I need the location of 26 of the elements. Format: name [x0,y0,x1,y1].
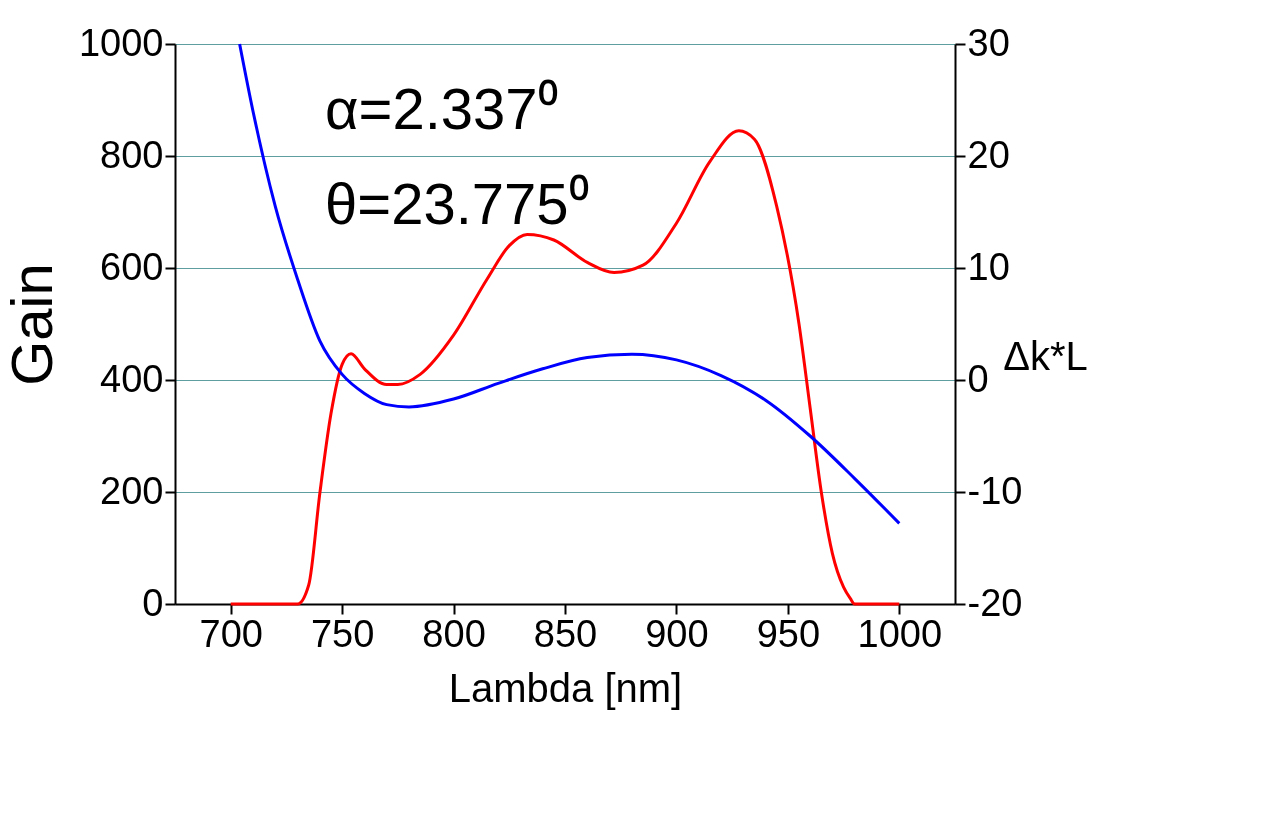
y-tick-label: 1000 [78,21,164,64]
x-tick-label: 950 [756,612,821,655]
y-axis-title: Gain [0,263,64,386]
y2-tick-label: 0 [967,357,989,400]
y-tick-label: 600 [100,245,164,288]
y-tick-label: 400 [100,357,164,400]
x-tick-label: 850 [533,612,598,655]
y-tick-label: 0 [142,581,164,624]
y2-tick-label: -20 [967,581,1023,624]
y2-tick-label: 20 [967,133,1010,176]
x-tick-label: 750 [310,612,375,655]
y2-tick-label: 30 [967,21,1010,64]
y2-axis-title: Δk*L [1003,334,1088,379]
annotation: α=2.337⁰ [325,76,558,141]
y-tick-label: 800 [100,133,164,176]
y2-tick-label: -10 [967,469,1023,512]
x-tick-label: 800 [422,612,486,655]
annotation: θ=23.775⁰ [325,171,589,236]
y-tick-label: 200 [100,469,164,512]
x-tick-label: 900 [645,612,709,655]
x-tick-label: 700 [199,612,263,655]
x-axis-title: Lambda [nm] [448,665,683,710]
line-series [238,42,901,525]
x-tick-label: 1000 [857,612,943,655]
line-series [229,129,901,606]
y2-tick-label: 10 [967,245,1010,288]
